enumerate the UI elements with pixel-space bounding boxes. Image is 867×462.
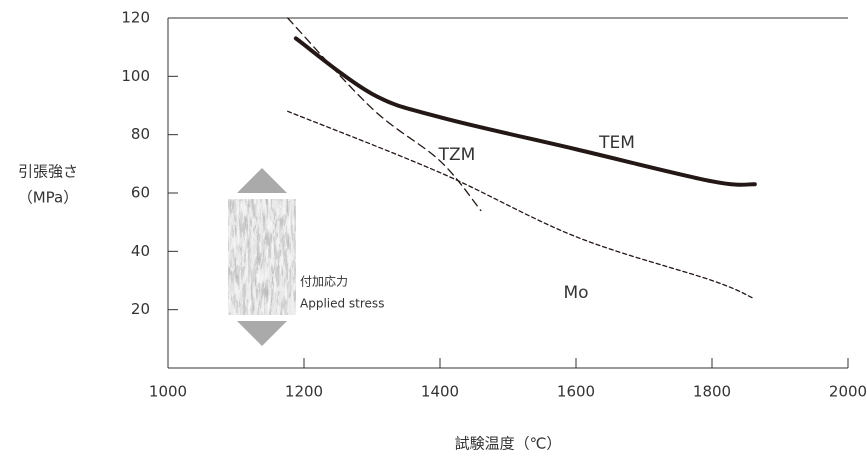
x-tick-label: 2000 [829,383,867,401]
x-tick-label: 1800 [693,383,731,401]
series-label: TEM [598,133,635,153]
line-solid [293,36,757,187]
x-tick-label: 1000 [149,383,187,401]
y-tick-label: 20 [131,300,150,318]
y-tick-label: 60 [131,184,150,202]
y-tick-label: 80 [131,125,150,143]
line-dotted [287,110,754,299]
annotation: Applied stress [300,297,384,311]
series-label: TZM [438,145,476,165]
x-tick-label: 1600 [557,383,595,401]
annotation: 付加応力 [300,275,348,289]
x-tick-label: 1400 [421,383,459,401]
y-tick-label: 100 [121,67,150,85]
x-tick-label: 1200 [285,383,323,401]
x-axis-label: 試験温度（℃） [455,435,562,453]
y-axis-label: 引張強さ [18,163,78,181]
y-tick-label: 40 [131,242,150,260]
y-tick-label: 120 [121,9,150,27]
series-label: Mo [563,283,588,303]
line-dashed [287,17,482,212]
y-axis-label: （MPa） [18,189,79,207]
stress-icon [228,168,296,346]
